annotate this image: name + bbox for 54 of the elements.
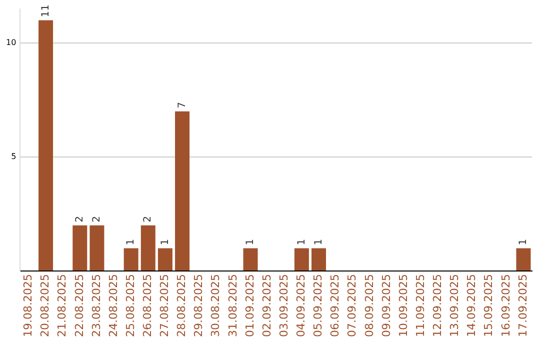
data-label: 1	[313, 238, 324, 246]
bar	[90, 225, 104, 271]
x-tick-label: 21.08.2025	[56, 274, 69, 338]
x-tick-label: 01.09.2025	[243, 274, 256, 338]
bar	[158, 248, 172, 271]
data-label: 1	[296, 238, 308, 246]
x-tick-label: 17.09.2025	[516, 274, 530, 338]
x-tick-label: 24.08.2025	[106, 274, 120, 338]
bar	[72, 225, 88, 271]
x-tick-label: 23.08.2025	[90, 274, 103, 338]
bar	[294, 248, 309, 271]
x-tick-label: 16.09.2025	[499, 274, 512, 338]
data-label: 1	[160, 238, 171, 246]
x-tick-label: 06.09.2025	[328, 274, 342, 338]
x-tick-label: 07.09.2025	[346, 274, 359, 338]
x-tick-label: 03.09.2025	[277, 274, 290, 338]
x-tick-label: 04.09.2025	[294, 274, 308, 338]
x-tick-label: 12.09.2025	[431, 274, 444, 338]
x-tick-label: 13.09.2025	[448, 274, 462, 338]
x-tick-label: 29.08.2025	[192, 274, 206, 338]
x-tick-label: 26.08.2025	[140, 274, 154, 338]
bar	[243, 248, 258, 271]
bar	[516, 248, 531, 271]
x-tick-label: 22.08.2025	[72, 274, 86, 338]
bar	[38, 20, 54, 271]
data-label: 1	[518, 238, 530, 246]
x-tick-label: 14.09.2025	[465, 274, 478, 338]
x-tick-label: 02.09.2025	[260, 274, 274, 338]
x-tick-label: 10.09.2025	[396, 274, 410, 338]
x-tick-label: 27.08.2025	[158, 274, 172, 338]
bar	[311, 248, 326, 271]
data-label: 2	[142, 216, 154, 222]
data-label: 2	[92, 216, 103, 222]
bar	[124, 248, 138, 271]
x-tick-label: 15.09.2025	[482, 274, 496, 338]
x-tick-label: 30.08.2025	[209, 274, 222, 338]
y-tick-label: 5	[11, 152, 16, 162]
x-tick-label: 25.08.2025	[124, 274, 137, 338]
x-tick-label: 20.08.2025	[38, 274, 52, 338]
data-label: 2	[74, 216, 86, 222]
data-label: 11	[40, 4, 52, 18]
bar	[140, 225, 156, 271]
x-tick-label: 28.08.2025	[175, 274, 188, 338]
data-label: 7	[176, 102, 188, 108]
x-tick-label: 08.09.2025	[362, 274, 376, 338]
x-tick-label: 19.08.2025	[22, 274, 35, 338]
data-label: 1	[245, 238, 256, 246]
y-tick-label: 10	[6, 38, 16, 48]
x-tick-label: 09.09.2025	[380, 274, 393, 338]
bar	[175, 111, 190, 271]
x-tick-label: 05.09.2025	[312, 274, 325, 338]
x-tick-label: 31.08.2025	[226, 274, 240, 338]
data-label: 1	[126, 238, 137, 246]
x-tick-label: 11.09.2025	[414, 274, 427, 338]
